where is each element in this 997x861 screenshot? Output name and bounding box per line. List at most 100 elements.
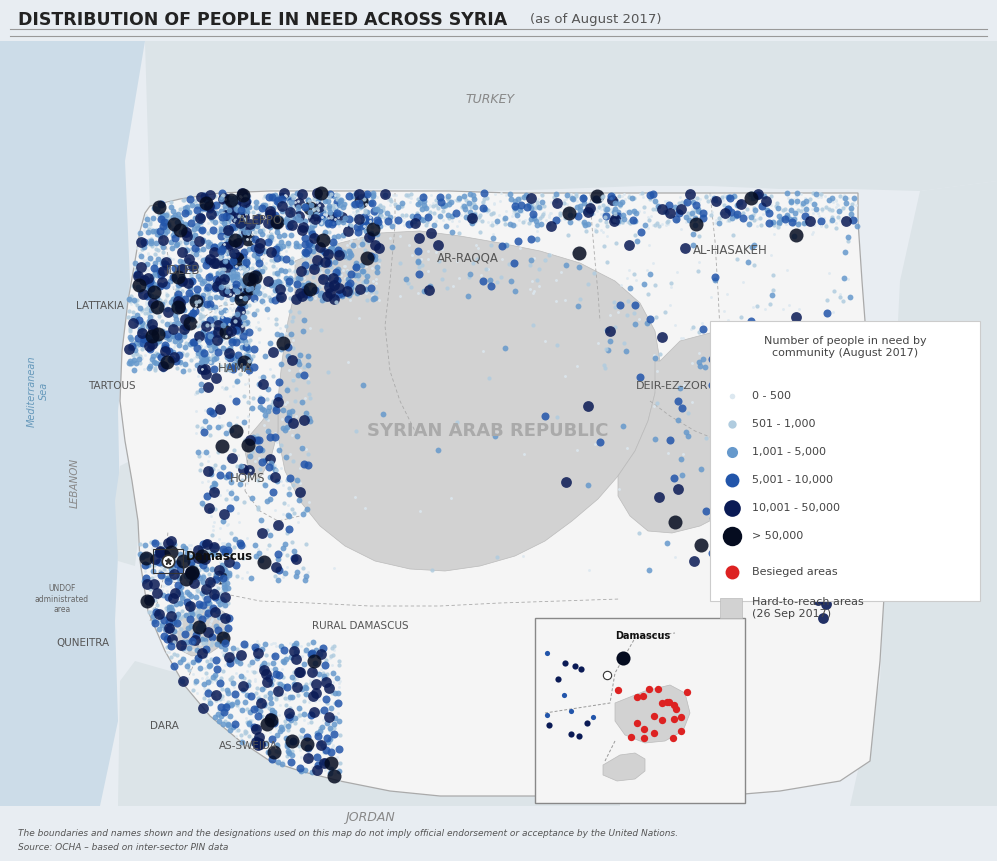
Point: [271, 241, 287, 255]
Point: [302, 241, 318, 255]
Point: [358, 187, 374, 201]
Point: [161, 622, 176, 635]
Point: [267, 470, 283, 484]
Point: [152, 584, 167, 598]
Point: [353, 199, 369, 213]
Point: [217, 220, 233, 234]
Point: [170, 278, 186, 292]
Point: [229, 284, 245, 298]
Point: [189, 419, 205, 433]
Point: [322, 710, 338, 724]
Point: [137, 273, 153, 287]
Point: [266, 233, 282, 247]
Point: [287, 671, 303, 684]
Point: [734, 331, 750, 345]
Point: [582, 196, 598, 210]
Point: [219, 709, 235, 723]
Point: [204, 214, 220, 228]
Point: [809, 187, 825, 201]
Point: [497, 212, 512, 226]
Point: [182, 565, 198, 579]
Point: [238, 475, 254, 489]
Point: [210, 318, 226, 331]
Point: [289, 186, 305, 200]
Point: [150, 598, 166, 612]
Point: [814, 468, 830, 482]
Point: [203, 207, 219, 220]
Point: [330, 697, 346, 710]
Point: [166, 329, 181, 343]
Point: [302, 204, 318, 218]
Point: [178, 310, 194, 324]
Point: [145, 350, 161, 363]
Point: [358, 259, 374, 273]
Point: [597, 203, 613, 217]
Point: [231, 274, 247, 288]
Point: [183, 599, 199, 613]
Point: [451, 193, 467, 207]
Point: [239, 665, 255, 678]
Point: [350, 268, 366, 282]
Point: [330, 214, 346, 228]
Point: [130, 241, 146, 255]
Point: [181, 316, 197, 330]
Point: [578, 218, 594, 232]
Point: [455, 197, 471, 211]
Point: [297, 285, 313, 299]
Point: [259, 675, 275, 689]
Point: [313, 186, 329, 200]
Point: [360, 188, 376, 201]
Point: [164, 242, 179, 256]
Point: [320, 211, 336, 225]
Point: [227, 666, 243, 679]
Point: [420, 252, 436, 266]
Point: [755, 208, 771, 221]
Point: [311, 191, 327, 205]
Point: [197, 257, 213, 271]
Point: [229, 257, 245, 271]
Point: [154, 547, 169, 561]
Point: [228, 323, 244, 337]
Point: [161, 305, 176, 319]
Point: [280, 363, 296, 377]
Point: [219, 272, 235, 286]
Point: [165, 632, 180, 646]
Point: [140, 220, 156, 234]
Point: [202, 615, 218, 629]
Point: [252, 696, 268, 709]
Point: [330, 686, 346, 700]
Point: [182, 272, 198, 286]
Point: [321, 189, 337, 203]
Point: [281, 487, 297, 501]
Point: [235, 679, 251, 693]
Point: [280, 412, 296, 426]
Point: [195, 232, 211, 246]
Point: [190, 563, 206, 577]
Point: [298, 406, 314, 419]
Point: [250, 709, 266, 723]
Point: [303, 706, 319, 720]
Point: [177, 206, 193, 220]
Point: [558, 475, 574, 489]
Point: [238, 639, 254, 653]
Point: [657, 194, 673, 208]
Point: [234, 219, 250, 232]
Point: [596, 207, 612, 220]
Point: [209, 315, 225, 329]
Point: [783, 195, 799, 208]
Point: [206, 197, 222, 211]
Point: [139, 280, 155, 294]
Point: [807, 358, 823, 372]
Point: [235, 232, 251, 246]
Point: [824, 193, 839, 207]
Point: [225, 204, 241, 218]
Point: [265, 189, 281, 202]
Point: [274, 654, 290, 668]
Point: [295, 507, 311, 521]
Point: [156, 347, 171, 361]
Point: [256, 477, 272, 491]
Point: [141, 313, 157, 327]
Point: [738, 196, 754, 210]
Point: [241, 240, 257, 254]
Point: [281, 195, 297, 209]
